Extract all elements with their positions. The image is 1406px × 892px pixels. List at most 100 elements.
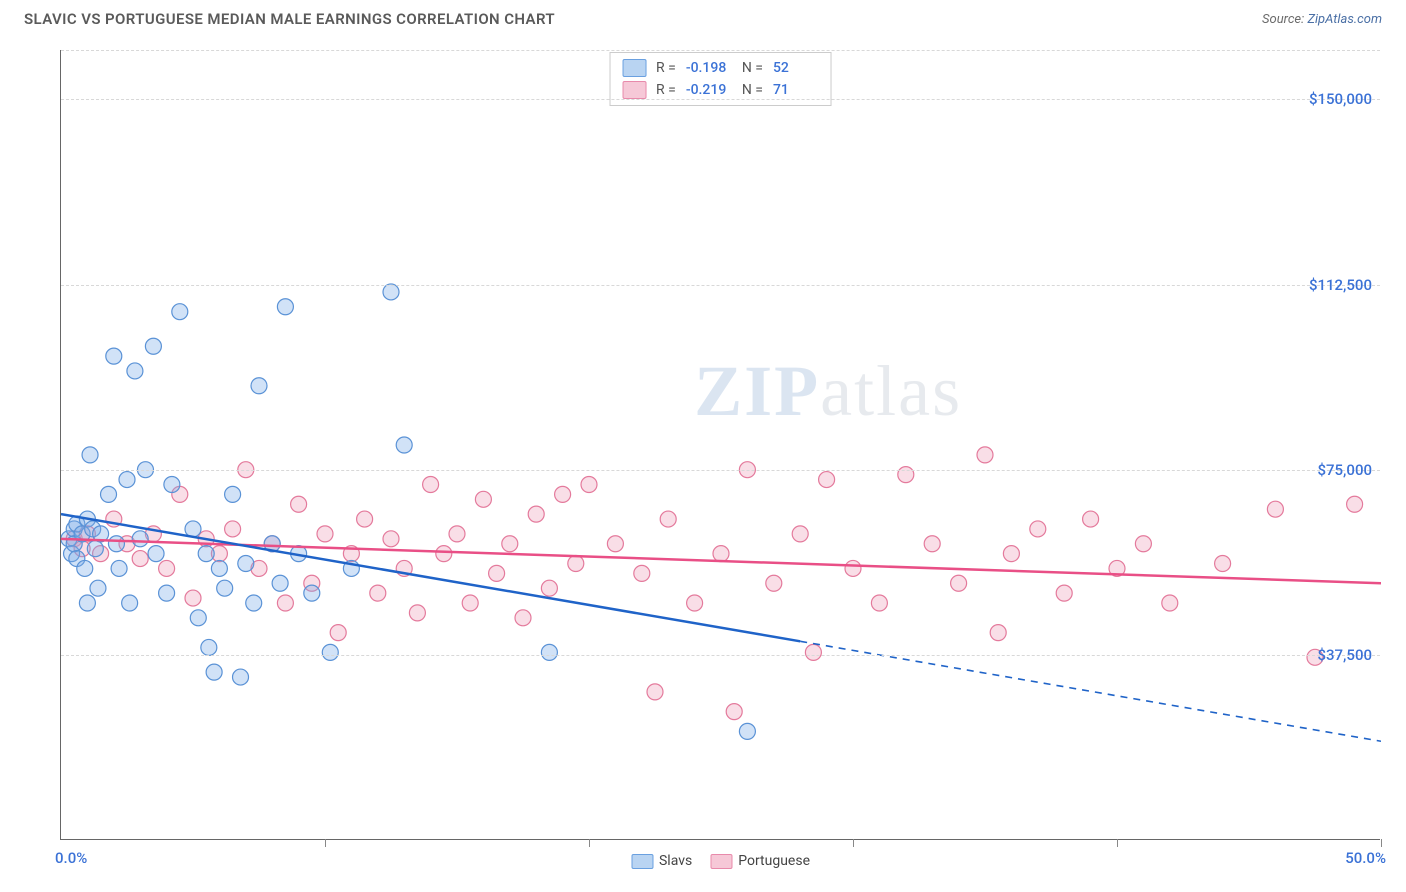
data-point [217, 580, 233, 596]
data-point [79, 595, 95, 611]
chart-container: SLAVIC VS PORTUGUESE MEDIAN MALE EARNING… [0, 0, 1406, 892]
legend-label-portuguese: Portuguese [738, 853, 810, 869]
source-prefix: Source: [1262, 12, 1307, 27]
data-point [555, 486, 571, 502]
data-point [106, 348, 122, 364]
data-point [687, 595, 703, 611]
data-point [1162, 595, 1178, 611]
data-point [101, 486, 117, 502]
y-tick-label: $150,000 [1309, 90, 1372, 108]
x-tick [1381, 839, 1382, 847]
x-tick [589, 839, 590, 847]
data-point [185, 521, 201, 537]
gridline [61, 655, 1380, 656]
data-point [370, 585, 386, 601]
gridline [61, 285, 1380, 286]
data-point [119, 472, 135, 488]
data-point [819, 472, 835, 488]
data-point [277, 299, 293, 315]
data-point [607, 536, 623, 552]
trendline-slavs-dashed [800, 641, 1381, 741]
data-point [251, 378, 267, 394]
y-tick-label: $112,500 [1309, 276, 1372, 294]
data-point [581, 477, 597, 493]
data-point [145, 338, 161, 354]
data-point [198, 546, 214, 562]
x-tick [1117, 839, 1118, 847]
data-point [541, 580, 557, 596]
n-label-slavs: N = [742, 60, 763, 76]
data-point [122, 595, 138, 611]
data-point [990, 625, 1006, 641]
trendline-slavs-solid [61, 514, 800, 641]
data-point [108, 536, 124, 552]
data-point [805, 644, 821, 660]
data-point [272, 575, 288, 591]
y-tick-label: $37,500 [1317, 646, 1372, 664]
data-point [185, 590, 201, 606]
y-tick-label: $75,000 [1317, 461, 1372, 479]
data-point [87, 541, 103, 557]
swatch-portuguese-icon [622, 81, 646, 99]
data-point [277, 595, 293, 611]
data-point [190, 610, 206, 626]
data-point [871, 595, 887, 611]
data-point [330, 625, 346, 641]
chart-title: SLAVIC VS PORTUGUESE MEDIAN MALE EARNING… [24, 10, 555, 28]
legend-item-slavs: Slavs [631, 853, 692, 869]
plot-region: ZIPatlas R = -0.198 N = 52 R = -0.219 N … [60, 50, 1380, 840]
corr-row-slavs: R = -0.198 N = 52 [610, 57, 831, 79]
data-point [77, 560, 93, 576]
data-point [515, 610, 531, 626]
data-point [238, 556, 254, 572]
chart-area: Median Male Earnings ZIPatlas R = -0.198… [60, 50, 1380, 840]
data-point [225, 521, 241, 537]
data-point [1003, 546, 1019, 562]
data-point [322, 644, 338, 660]
r-label-portuguese: R = [656, 82, 676, 98]
data-point [528, 506, 544, 522]
data-point [396, 437, 412, 453]
data-point [766, 575, 782, 591]
data-point [1083, 511, 1099, 527]
data-point [436, 546, 452, 562]
x-max-label: 50.0% [1345, 849, 1386, 867]
gridline [61, 470, 1380, 471]
scatter-svg [61, 50, 1381, 840]
data-point [924, 536, 940, 552]
data-point [792, 526, 808, 542]
data-point [726, 704, 742, 720]
data-point [132, 531, 148, 547]
x-min-label: 0.0% [55, 849, 87, 867]
r-value-portuguese: -0.219 [686, 82, 732, 98]
gridline [61, 50, 1380, 51]
data-point [845, 560, 861, 576]
data-point [383, 284, 399, 300]
data-point [159, 560, 175, 576]
data-point [225, 486, 241, 502]
legend-item-portuguese: Portuguese [710, 853, 810, 869]
data-point [660, 511, 676, 527]
n-value-slavs: 52 [773, 60, 819, 76]
data-point [132, 551, 148, 567]
data-point [383, 531, 399, 547]
gridline [61, 99, 1380, 100]
data-point [977, 447, 993, 463]
data-point [164, 477, 180, 493]
source-attribution: Source: ZipAtlas.com [1262, 12, 1382, 27]
r-value-slavs: -0.198 [686, 60, 732, 76]
data-point [449, 526, 465, 542]
data-point [201, 639, 217, 655]
data-point [127, 363, 143, 379]
data-point [462, 595, 478, 611]
source-link[interactable]: ZipAtlas.com [1307, 12, 1382, 27]
data-point [423, 477, 439, 493]
data-point [246, 595, 262, 611]
data-point [1135, 536, 1151, 552]
data-point [159, 585, 175, 601]
data-point [111, 560, 127, 576]
data-point [357, 511, 373, 527]
x-tick [325, 839, 326, 847]
data-point [148, 546, 164, 562]
data-point [489, 565, 505, 581]
